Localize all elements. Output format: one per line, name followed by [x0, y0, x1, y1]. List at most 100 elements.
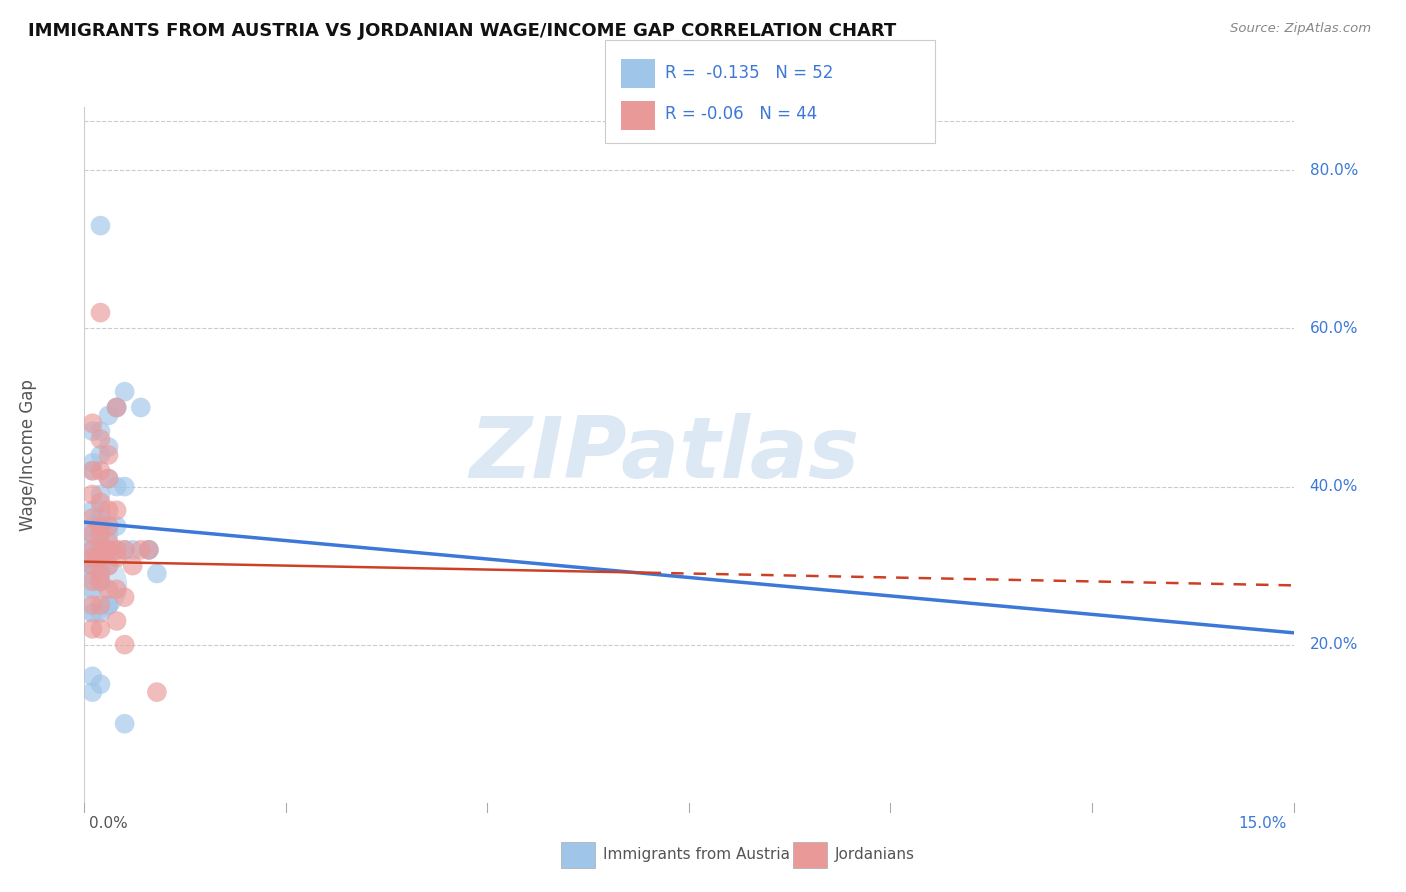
Point: [82, 558, 104, 573]
Text: 15.0%: 15.0%: [1239, 816, 1286, 831]
Point: [89, 598, 111, 612]
Point: [97, 558, 120, 573]
Point: [105, 479, 128, 493]
Point: [89, 432, 111, 446]
Point: [97, 558, 120, 573]
Point: [82, 417, 104, 431]
Point: [89, 677, 111, 691]
Point: [82, 424, 104, 438]
Point: [82, 566, 104, 581]
Point: [89, 542, 111, 557]
Point: [97, 448, 120, 462]
Text: Immigrants from Austria: Immigrants from Austria: [603, 847, 790, 863]
Point: [82, 606, 104, 620]
Point: [82, 578, 104, 592]
Point: [129, 542, 152, 557]
Point: [89, 219, 111, 233]
Point: [82, 527, 104, 541]
Point: [105, 401, 128, 415]
Point: [82, 503, 104, 517]
Point: [97, 472, 120, 486]
Point: [82, 542, 104, 557]
Point: [105, 582, 128, 597]
Point: [97, 440, 120, 454]
Point: [89, 558, 111, 573]
Point: [89, 566, 111, 581]
Point: [89, 511, 111, 525]
Point: [89, 606, 111, 620]
Text: Wage/Income Gap: Wage/Income Gap: [18, 379, 37, 531]
Point: [89, 527, 111, 541]
Point: [97, 472, 120, 486]
Point: [89, 519, 111, 533]
Point: [114, 542, 136, 557]
Point: [97, 598, 120, 612]
Point: [89, 503, 111, 517]
Point: [89, 574, 111, 589]
Point: [138, 542, 160, 557]
Point: [121, 558, 143, 573]
Point: [97, 598, 120, 612]
Point: [97, 519, 120, 533]
Point: [89, 305, 111, 319]
Point: [89, 550, 111, 565]
Point: [114, 479, 136, 493]
Point: [105, 614, 128, 628]
Text: 0.0%: 0.0%: [89, 816, 128, 831]
Point: [105, 542, 128, 557]
Point: [146, 685, 169, 699]
Point: [89, 448, 111, 462]
Point: [89, 464, 111, 478]
Point: [82, 550, 104, 565]
Point: [114, 591, 136, 605]
Text: 80.0%: 80.0%: [1309, 163, 1358, 178]
Point: [121, 542, 143, 557]
Point: [89, 534, 111, 549]
Point: [82, 582, 104, 597]
Point: [82, 622, 104, 636]
Point: [82, 542, 104, 557]
Point: [82, 464, 104, 478]
Point: [146, 566, 169, 581]
Point: [138, 542, 160, 557]
Point: [97, 542, 120, 557]
Point: [89, 495, 111, 509]
Point: [97, 503, 120, 517]
Point: [82, 456, 104, 470]
Point: [138, 542, 160, 557]
Point: [89, 542, 111, 557]
Point: [82, 527, 104, 541]
Point: [97, 542, 120, 557]
Point: [89, 574, 111, 589]
Point: [105, 519, 128, 533]
Point: [97, 409, 120, 423]
Point: [82, 519, 104, 533]
Text: Source: ZipAtlas.com: Source: ZipAtlas.com: [1230, 22, 1371, 36]
Point: [105, 401, 128, 415]
Point: [97, 519, 120, 533]
Text: 40.0%: 40.0%: [1309, 479, 1358, 494]
Point: [82, 511, 104, 525]
Point: [89, 622, 111, 636]
Point: [105, 542, 128, 557]
Point: [105, 503, 128, 517]
Point: [82, 685, 104, 699]
Text: ZIPatlas: ZIPatlas: [470, 413, 860, 497]
Point: [82, 558, 104, 573]
Point: [82, 487, 104, 501]
Text: Jordanians: Jordanians: [835, 847, 915, 863]
Point: [105, 401, 128, 415]
Point: [114, 638, 136, 652]
Point: [82, 669, 104, 683]
Point: [97, 582, 120, 597]
Point: [82, 574, 104, 589]
Point: [89, 487, 111, 501]
Point: [89, 527, 111, 541]
Text: R =  -0.135   N = 52: R = -0.135 N = 52: [665, 63, 834, 82]
Point: [114, 384, 136, 399]
Point: [82, 534, 104, 549]
Point: [89, 550, 111, 565]
Point: [105, 550, 128, 565]
Point: [82, 550, 104, 565]
Text: 60.0%: 60.0%: [1309, 321, 1358, 336]
